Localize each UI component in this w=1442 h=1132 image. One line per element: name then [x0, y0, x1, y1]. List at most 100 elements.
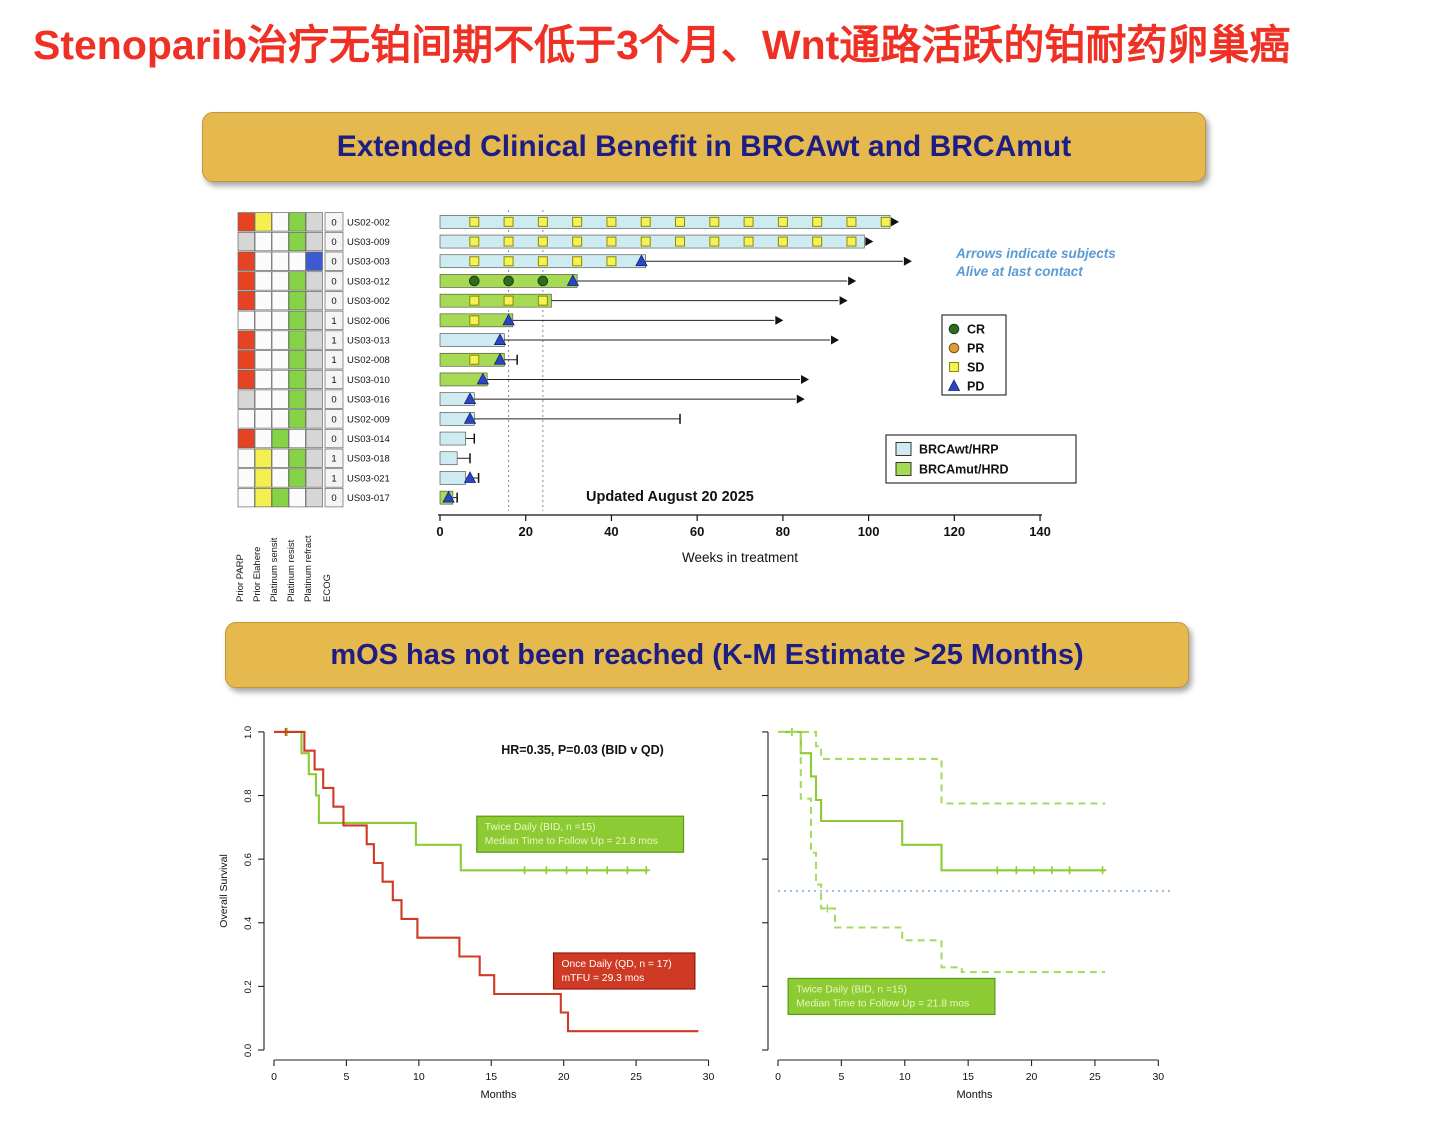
history-cell — [305, 310, 323, 330]
sd-marker-icon — [469, 216, 480, 227]
sd-marker-icon — [709, 216, 720, 227]
history-cell — [237, 369, 255, 390]
x-axis-label: Months — [480, 1089, 517, 1101]
sd-marker-icon — [537, 236, 548, 247]
alive-arrow-icon — [801, 374, 810, 384]
cr-marker-icon — [503, 275, 514, 287]
svg-text:0: 0 — [775, 1071, 781, 1083]
km-plot-overall-survival: 0 5 10 15 20 25 30 Months 0.0 0.2 0.4 0.6 0.8 1.0 Over… — [218, 726, 715, 1101]
cr-marker-icon — [537, 275, 549, 287]
ecog-cell — [324, 231, 344, 252]
column-label: ECOG — [322, 574, 333, 602]
swimmer-subject-row: 1 US02-006 — [237, 310, 784, 330]
updated-note: Updated August 20 2025 — [586, 489, 754, 505]
history-cell — [254, 389, 272, 409]
history-cell — [237, 231, 255, 252]
history-cell — [254, 428, 272, 449]
history-cell — [254, 468, 272, 488]
ecog-cell — [324, 488, 344, 508]
svg-text:0: 0 — [436, 524, 443, 539]
history-cell — [237, 409, 255, 429]
history-cell — [288, 271, 306, 291]
ecog-cell — [324, 330, 344, 350]
svg-text:60: 60 — [690, 524, 704, 539]
treatment-bar — [439, 372, 488, 387]
sd-marker-icon — [572, 256, 583, 267]
history-cell — [254, 409, 272, 429]
sd-marker-icon — [503, 295, 514, 306]
history-cell — [237, 271, 255, 291]
svg-text:0.8: 0.8 — [243, 789, 254, 802]
pd-marker-icon — [635, 254, 648, 267]
history-cell — [254, 488, 272, 508]
alive-arrow-icon — [903, 256, 912, 266]
svg-text:US03-016: US03-016 — [347, 395, 390, 406]
history-cell — [271, 428, 289, 449]
swimmer-subject-row: 0 US03-012 — [237, 271, 857, 291]
svg-text:US03-012: US03-012 — [347, 276, 390, 287]
series-label-text: Once Daily (QD, n = 17) — [562, 959, 672, 970]
svg-text:10: 10 — [413, 1071, 425, 1083]
svg-text:0: 0 — [331, 276, 336, 287]
svg-text:120: 120 — [943, 524, 965, 539]
svg-text:US03-002: US03-002 — [347, 296, 390, 307]
ecog-cell — [324, 291, 344, 311]
sd-marker-icon — [880, 216, 891, 227]
pd-marker-icon — [463, 471, 477, 483]
swimmer-subject-row: 0 US03-009 — [237, 231, 874, 252]
swimmer-subject-row: 0 US03-002 — [237, 291, 848, 311]
svg-text:BRCAmut/HRD: BRCAmut/HRD — [919, 463, 1009, 477]
sd-marker-icon — [572, 236, 583, 247]
svg-text:0: 0 — [331, 217, 336, 228]
history-cell — [271, 350, 289, 370]
svg-text:US03-003: US03-003 — [347, 257, 390, 268]
treatment-bar — [439, 333, 505, 347]
svg-text:15: 15 — [485, 1071, 497, 1083]
km-curve — [778, 730, 1106, 974]
alive-arrow-icon — [865, 237, 874, 247]
svg-text:0: 0 — [331, 237, 336, 248]
history-cell — [254, 448, 272, 468]
ecog-cell — [324, 409, 344, 429]
svg-text:40: 40 — [604, 524, 618, 539]
sd-marker-icon — [812, 236, 823, 247]
history-cell — [237, 291, 255, 311]
svg-text:5: 5 — [838, 1071, 844, 1083]
column-label: Platinum resist — [286, 539, 297, 602]
km-plot-bid-confidence: 0 5 10 15 20 25 30 Months Twice Daily (BID, n =1… — [762, 727, 1171, 1101]
history-cell — [271, 231, 289, 252]
sd-marker-icon — [606, 256, 617, 267]
sd-marker-icon — [606, 216, 617, 227]
history-cell — [288, 409, 306, 429]
svg-text:US03-017: US03-017 — [347, 493, 390, 504]
history-cell — [237, 350, 255, 370]
swimmer-subject-row: 1 US03-018 — [237, 448, 471, 468]
history-cell — [305, 330, 323, 350]
treatment-bar — [439, 451, 458, 466]
ecog-cell — [324, 212, 344, 232]
history-cell — [288, 310, 306, 330]
ecog-cell — [324, 369, 344, 390]
svg-text:SD: SD — [967, 361, 984, 375]
history-cell — [271, 409, 289, 429]
svg-text:1: 1 — [331, 473, 336, 484]
svg-text:20: 20 — [558, 1071, 570, 1083]
pd-marker-icon — [476, 372, 490, 385]
column-label: Platinum sensit — [269, 537, 280, 602]
svg-text:US02-006: US02-006 — [347, 316, 390, 327]
svg-text:80: 80 — [776, 524, 790, 539]
ecog-cell — [324, 468, 344, 488]
history-cell — [271, 212, 289, 232]
svg-text:30: 30 — [1152, 1071, 1164, 1083]
svg-text:US03-013: US03-013 — [347, 335, 390, 346]
svg-text:100: 100 — [858, 524, 880, 539]
svg-text:1: 1 — [331, 375, 336, 386]
svg-text:CR: CR — [967, 323, 985, 337]
history-cell — [254, 231, 272, 252]
svg-text:140: 140 — [1029, 524, 1051, 539]
svg-text:20: 20 — [1026, 1071, 1038, 1083]
swimmer-plot: 0 US02-002 0 US03-009 0 US03-003 0 US03-012 0 US0… — [235, 210, 1116, 602]
svg-text:25: 25 — [1089, 1071, 1101, 1083]
series-label-text: Median Time to Follow Up = 21.8 mos — [796, 998, 969, 1009]
svg-text:1: 1 — [331, 454, 336, 465]
